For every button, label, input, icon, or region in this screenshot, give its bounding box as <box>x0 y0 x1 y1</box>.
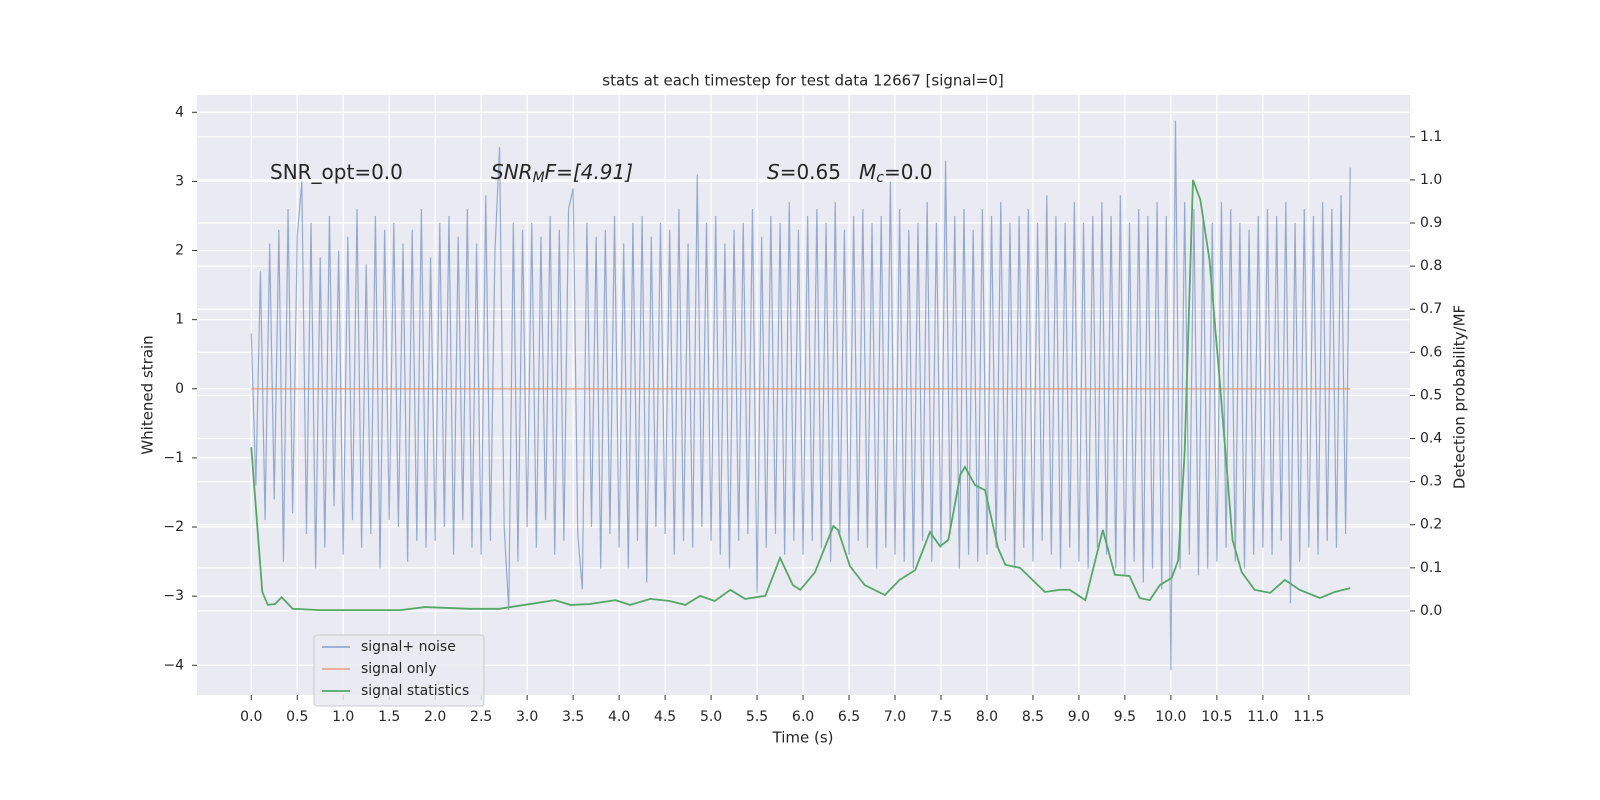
annotation: S=0.65 <box>767 160 841 184</box>
legend-box <box>313 634 485 707</box>
y2-tick-label: 1.1 <box>1420 129 1442 145</box>
x-tick-label: 8.5 <box>1022 709 1044 725</box>
x-tick-label: 5.0 <box>700 709 722 725</box>
y2-tick-label: 0.0 <box>1420 603 1442 619</box>
x-tick-label: 8.0 <box>976 709 998 725</box>
x-tick-label: 10.0 <box>1155 709 1186 725</box>
marks <box>250 120 1351 671</box>
x-tick-label: 3.5 <box>562 709 584 725</box>
x-tick-label: 2.5 <box>470 709 492 725</box>
y2-tick-label: 0.3 <box>1420 474 1442 490</box>
annotation-rest: =0.65 <box>780 160 841 184</box>
y-tick-label: 2 <box>175 243 184 259</box>
x-tick-label: 7.5 <box>930 709 952 725</box>
x-tick-label: 0.0 <box>240 709 262 725</box>
y2-tick-label: 0.1 <box>1420 560 1442 576</box>
annotation-rest: =0.0 <box>884 160 933 184</box>
x-tick-label: 4.5 <box>654 709 676 725</box>
x-tick-label: 9.5 <box>1114 709 1136 725</box>
annotation: SNRMF=[4.91] <box>491 160 633 187</box>
y-tick-label: −1 <box>163 450 184 466</box>
annotation-text: SNR_opt=0.0 <box>270 160 403 184</box>
y2-tick-label: 0.2 <box>1420 517 1442 533</box>
legend-label: signal only <box>361 661 436 677</box>
y2-tick-label: 0.5 <box>1420 387 1442 403</box>
x-tick-label: 3.0 <box>516 709 538 725</box>
y-tick-label: 1 <box>175 312 184 328</box>
y2-tick-label: 0.9 <box>1420 215 1442 231</box>
x-tick-label: 2.0 <box>424 709 446 725</box>
annotation: SNR_opt=0.0 <box>270 160 403 184</box>
y-axis-label: Whitened strain <box>139 335 157 454</box>
legend-label: signal+ noise <box>361 639 456 655</box>
y-tick-label: 3 <box>175 173 184 189</box>
x-tick-label: 11.0 <box>1247 709 1278 725</box>
annotation-symbol: M <box>859 160 876 184</box>
y2-axis-label: Detection probability/MF <box>1451 305 1469 489</box>
annotation: Mc=0.0 <box>859 160 933 187</box>
x-axis-label: Time (s) <box>772 729 834 747</box>
y-tick-label: 4 <box>175 104 184 120</box>
series-line <box>250 179 1351 611</box>
series-line <box>250 120 1351 671</box>
x-tick-label: 7.0 <box>884 709 906 725</box>
y2-tick-label: 0.7 <box>1420 301 1442 317</box>
x-tick-label: 11.5 <box>1293 709 1324 725</box>
x-tick-label: 0.5 <box>286 709 308 725</box>
legend: signal+ noise signal only signal statistic… <box>313 634 485 707</box>
y2-tick-label: 0.4 <box>1420 431 1442 447</box>
axes: 0.0 0.5 1.0 1.5 2.0 2.5 3.0 3.5 4.0 4.5 5.0 5.5 6.0 6… <box>163 104 1442 725</box>
x-tick-label: 10.5 <box>1201 709 1232 725</box>
y-tick-label: −3 <box>163 588 184 604</box>
annotation-symbol: S <box>767 160 780 184</box>
x-tick-label: 4.0 <box>608 709 630 725</box>
y-tick-label: −4 <box>163 657 184 673</box>
y-tick-label: 0 <box>175 381 184 397</box>
x-tick-label: 5.5 <box>746 709 768 725</box>
x-tick-label: 9.0 <box>1068 709 1090 725</box>
y2-tick-label: 1.0 <box>1420 172 1442 188</box>
y2-tick-label: 0.6 <box>1420 344 1442 360</box>
annotation-rest: F=[4.91] <box>545 160 633 184</box>
x-tick-label: 1.5 <box>378 709 400 725</box>
chart-title: stats at each timestep for test data 126… <box>602 72 1003 90</box>
annotation-symbol: SNR <box>491 160 533 184</box>
y2-tick-label: 0.8 <box>1420 258 1442 274</box>
annotation-subscript: c <box>876 170 884 186</box>
x-tick-label: 6.0 <box>792 709 814 725</box>
annotation-subscript: M <box>533 170 545 186</box>
y-tick-label: −2 <box>163 519 184 535</box>
x-tick-label: 6.5 <box>838 709 860 725</box>
x-tick-label: 1.0 <box>332 709 354 725</box>
legend-label: signal statistics <box>361 683 469 699</box>
